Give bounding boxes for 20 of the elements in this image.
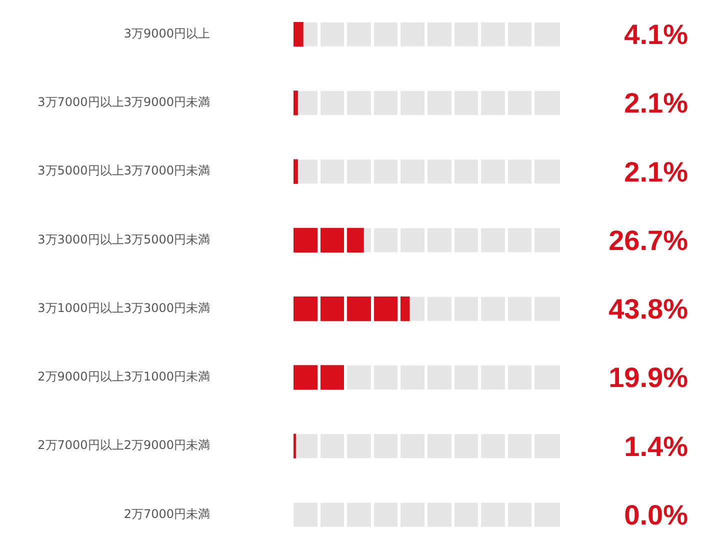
y-tick-label: 2万7000円未満 [124,506,210,521]
data-label: 26.7% [608,224,688,256]
data-label: 4.1% [624,19,688,50]
bar [293,365,346,390]
y-tick-label: 3万3000円以上3万5000円未満 [38,232,210,246]
y-tick-label: 2万7000円以上2万9000円未満 [38,438,210,452]
data-label: 2.1% [624,88,688,119]
data-label: 1.4% [624,430,688,462]
y-tick-label: 3万1000円以上3万3000円未満 [38,300,210,315]
bar [293,90,298,116]
data-label: 0.0% [624,499,688,530]
y-tick-label: 3万7000円以上3万9000円未満 [38,95,210,110]
y-tick-label: 3万5000円以上3万7000円未満 [38,164,210,178]
y-tick-label: 2万9000円以上3万1000円未満 [38,370,210,384]
data-label: 19.9% [608,362,688,394]
data-label: 2.1% [624,156,688,188]
bar [293,159,298,184]
bar [293,22,304,47]
y-tick-label: 3万9000円以上 [124,26,210,40]
data-label: 43.8% [608,294,688,325]
